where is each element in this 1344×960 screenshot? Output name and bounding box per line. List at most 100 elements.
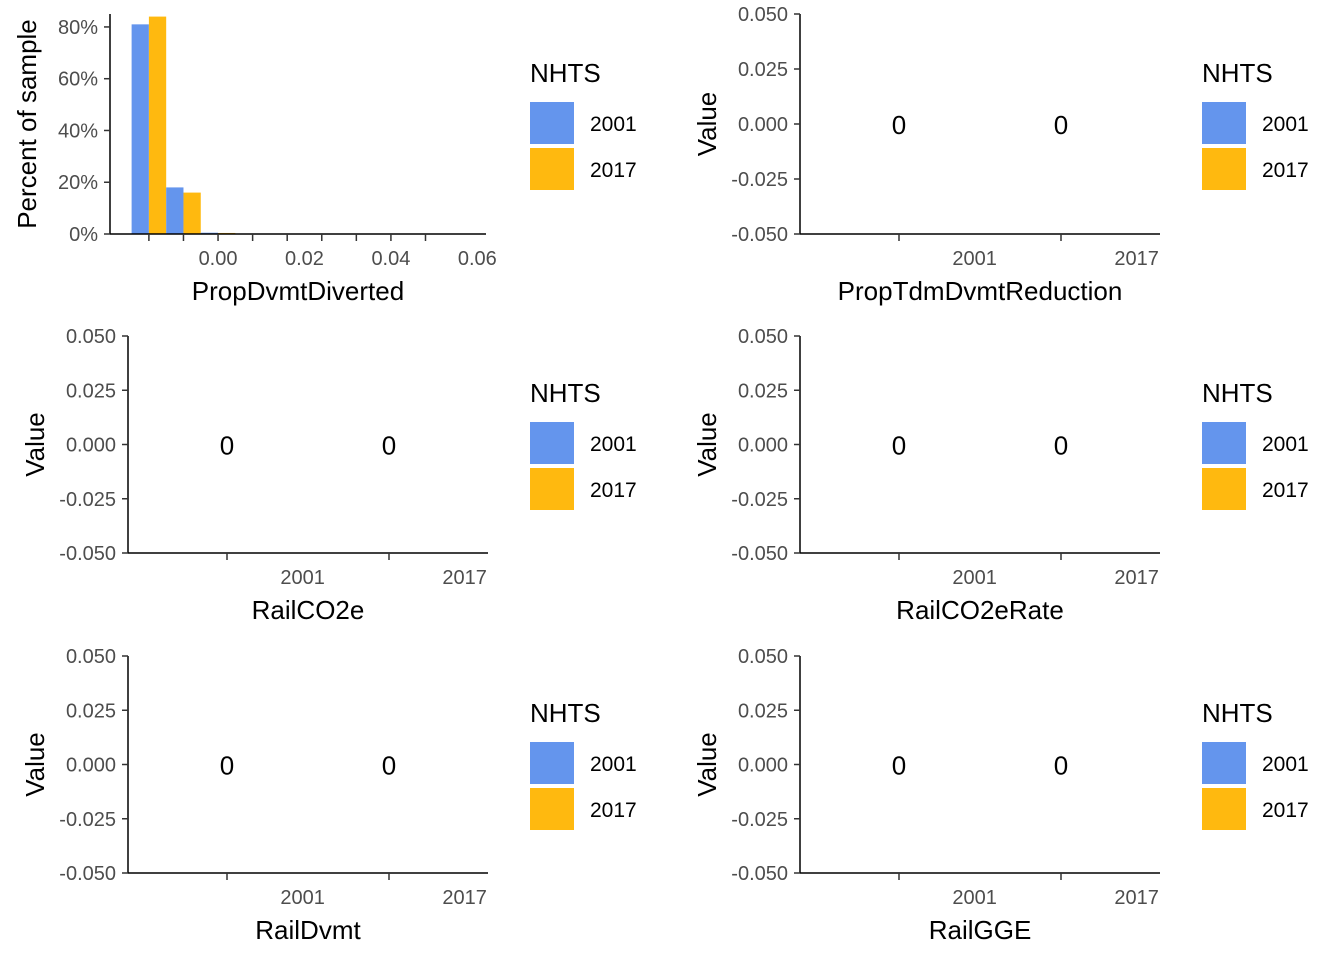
legend-swatch-2001 bbox=[1202, 742, 1246, 784]
legend: NHTS 2001 2017 bbox=[530, 378, 637, 510]
panel-4-railco2erate: -0.050 -0.025 0.000 0.025 0.050 2001 0 2017 0 Rai… bbox=[692, 326, 1309, 625]
legend-label-2017: 2017 bbox=[590, 159, 637, 182]
y-axis-title: Value bbox=[692, 92, 722, 157]
data-label-2001: 0 bbox=[220, 431, 234, 461]
y-axis-title: Value bbox=[20, 732, 50, 797]
panel-1-propdvmtdiverted: 0% 20% 40% 60% 80% 0.00 0.02 0.04 0.06 PropDvmtDi… bbox=[12, 14, 637, 306]
x-tick-label: 2017 bbox=[1114, 567, 1159, 589]
x-tick-label: 2001 bbox=[952, 248, 997, 270]
panel-2-proptdmdvmtreduction: -0.050 -0.025 0.000 0.025 0.050 2001 0 2017 0 Pro… bbox=[692, 4, 1309, 306]
legend-swatch-2017 bbox=[1202, 788, 1246, 830]
legend-label-2001: 2001 bbox=[590, 433, 637, 456]
y-tick-label: -0.025 bbox=[731, 809, 788, 831]
x-axis-title: PropTdmDvmtReduction bbox=[838, 276, 1123, 306]
x-axis-title: RailGGE bbox=[929, 915, 1032, 945]
legend-swatch-2001 bbox=[530, 422, 574, 464]
legend-swatch-2017 bbox=[530, 468, 574, 510]
legend: NHTS 2001 2017 bbox=[1202, 698, 1309, 830]
data-label-2017: 0 bbox=[1054, 751, 1068, 781]
data-label-2001: 0 bbox=[892, 751, 906, 781]
y-tick-label: -0.050 bbox=[59, 543, 116, 565]
y-tick-label: 0.025 bbox=[66, 380, 116, 402]
x-axis-title: RailCO2eRate bbox=[896, 595, 1064, 625]
y-tick-label: 0.000 bbox=[738, 114, 788, 136]
legend: NHTS 2001 2017 bbox=[530, 698, 637, 830]
y-tick-label: 0% bbox=[69, 224, 98, 246]
panel-3-railco2e: -0.050 -0.025 0.000 0.025 0.050 2001 0 2017 0 Rai… bbox=[20, 326, 637, 625]
y-tick-label: -0.025 bbox=[59, 809, 116, 831]
legend: NHTS 2001 2017 bbox=[1202, 58, 1309, 190]
legend-label-2001: 2001 bbox=[590, 113, 637, 136]
y-tick-label: 40% bbox=[58, 120, 98, 142]
data-label-2017: 0 bbox=[1054, 110, 1068, 140]
legend-title: NHTS bbox=[1202, 378, 1273, 408]
y-tick-label: 0.000 bbox=[66, 755, 116, 777]
panel-5-raildvmt: -0.050 -0.025 0.000 0.025 0.050 2001 0 2017 0 Rai… bbox=[20, 646, 637, 945]
x-tick-label: 2017 bbox=[442, 887, 487, 909]
data-label-2017: 0 bbox=[382, 751, 396, 781]
y-tick-label: 0.050 bbox=[66, 646, 116, 668]
x-tick-label: 0.06 bbox=[458, 248, 497, 270]
y-axis-title: Value bbox=[692, 732, 722, 797]
y-tick-label: -0.050 bbox=[731, 224, 788, 246]
bar-2017-bin-2 bbox=[183, 192, 201, 234]
legend-label-2001: 2001 bbox=[1262, 753, 1309, 776]
x-tick-label: 0.04 bbox=[371, 248, 410, 270]
panel-6-railgge: -0.050 -0.025 0.000 0.025 0.050 2001 0 2017 0 Rai… bbox=[692, 646, 1309, 945]
legend-label-2017: 2017 bbox=[590, 479, 637, 502]
y-tick-label: 0.000 bbox=[738, 755, 788, 777]
legend-label-2017: 2017 bbox=[590, 799, 637, 822]
y-tick-label: -0.025 bbox=[731, 169, 788, 191]
x-axis-title: RailDvmt bbox=[255, 915, 361, 945]
data-label-2017: 0 bbox=[382, 431, 396, 461]
legend-swatch-2017 bbox=[1202, 148, 1246, 190]
bar-2001-bin-2 bbox=[166, 187, 184, 234]
x-tick-label: 2001 bbox=[952, 887, 997, 909]
y-tick-label: 0.050 bbox=[738, 646, 788, 668]
y-tick-label: -0.050 bbox=[731, 543, 788, 565]
y-axis-title: Percent of sample bbox=[12, 19, 42, 229]
y-tick-label: 80% bbox=[58, 17, 98, 39]
y-tick-label: -0.050 bbox=[731, 863, 788, 885]
y-tick-label: 0.000 bbox=[738, 435, 788, 457]
y-tick-label: -0.050 bbox=[59, 863, 116, 885]
legend-title: NHTS bbox=[530, 698, 601, 728]
legend-swatch-2017 bbox=[530, 788, 574, 830]
y-axis-title: Value bbox=[20, 412, 50, 477]
legend-label-2017: 2017 bbox=[1262, 479, 1309, 502]
legend-swatch-2017 bbox=[1202, 468, 1246, 510]
legend-title: NHTS bbox=[530, 58, 601, 88]
legend-label-2017: 2017 bbox=[1262, 799, 1309, 822]
legend-label-2001: 2001 bbox=[1262, 113, 1309, 136]
legend-swatch-2017 bbox=[530, 148, 574, 190]
y-tick-label: 0.025 bbox=[738, 59, 788, 81]
legend-label-2001: 2001 bbox=[1262, 433, 1309, 456]
y-tick-label: 0.025 bbox=[738, 700, 788, 722]
y-axis-title: Value bbox=[692, 412, 722, 477]
y-tick-label: 0.000 bbox=[66, 435, 116, 457]
y-tick-label: -0.025 bbox=[59, 489, 116, 511]
x-axis-title: PropDvmtDiverted bbox=[192, 276, 404, 306]
x-tick-label: 2001 bbox=[952, 567, 997, 589]
x-tick-label: 2001 bbox=[280, 887, 325, 909]
x-tick-label: 2001 bbox=[280, 567, 325, 589]
y-tick-label: -0.025 bbox=[731, 489, 788, 511]
legend: NHTS 2001 2017 bbox=[530, 58, 637, 190]
legend-label-2001: 2001 bbox=[590, 753, 637, 776]
x-tick-label: 2017 bbox=[1114, 887, 1159, 909]
x-tick-label: 0.02 bbox=[285, 248, 324, 270]
legend: NHTS 2001 2017 bbox=[1202, 378, 1309, 510]
x-tick-label: 0.00 bbox=[199, 248, 238, 270]
data-label-2001: 0 bbox=[892, 431, 906, 461]
legend-title: NHTS bbox=[1202, 698, 1273, 728]
y-tick-label: 0.025 bbox=[738, 380, 788, 402]
y-tick-label: 0.050 bbox=[738, 4, 788, 26]
data-label-2017: 0 bbox=[1054, 431, 1068, 461]
y-tick-label: 0.025 bbox=[66, 700, 116, 722]
legend-swatch-2001 bbox=[530, 102, 574, 144]
legend-swatch-2001 bbox=[530, 742, 574, 784]
data-label-2001: 0 bbox=[892, 110, 906, 140]
data-label-2001: 0 bbox=[220, 751, 234, 781]
x-axis-title: RailCO2e bbox=[252, 595, 365, 625]
